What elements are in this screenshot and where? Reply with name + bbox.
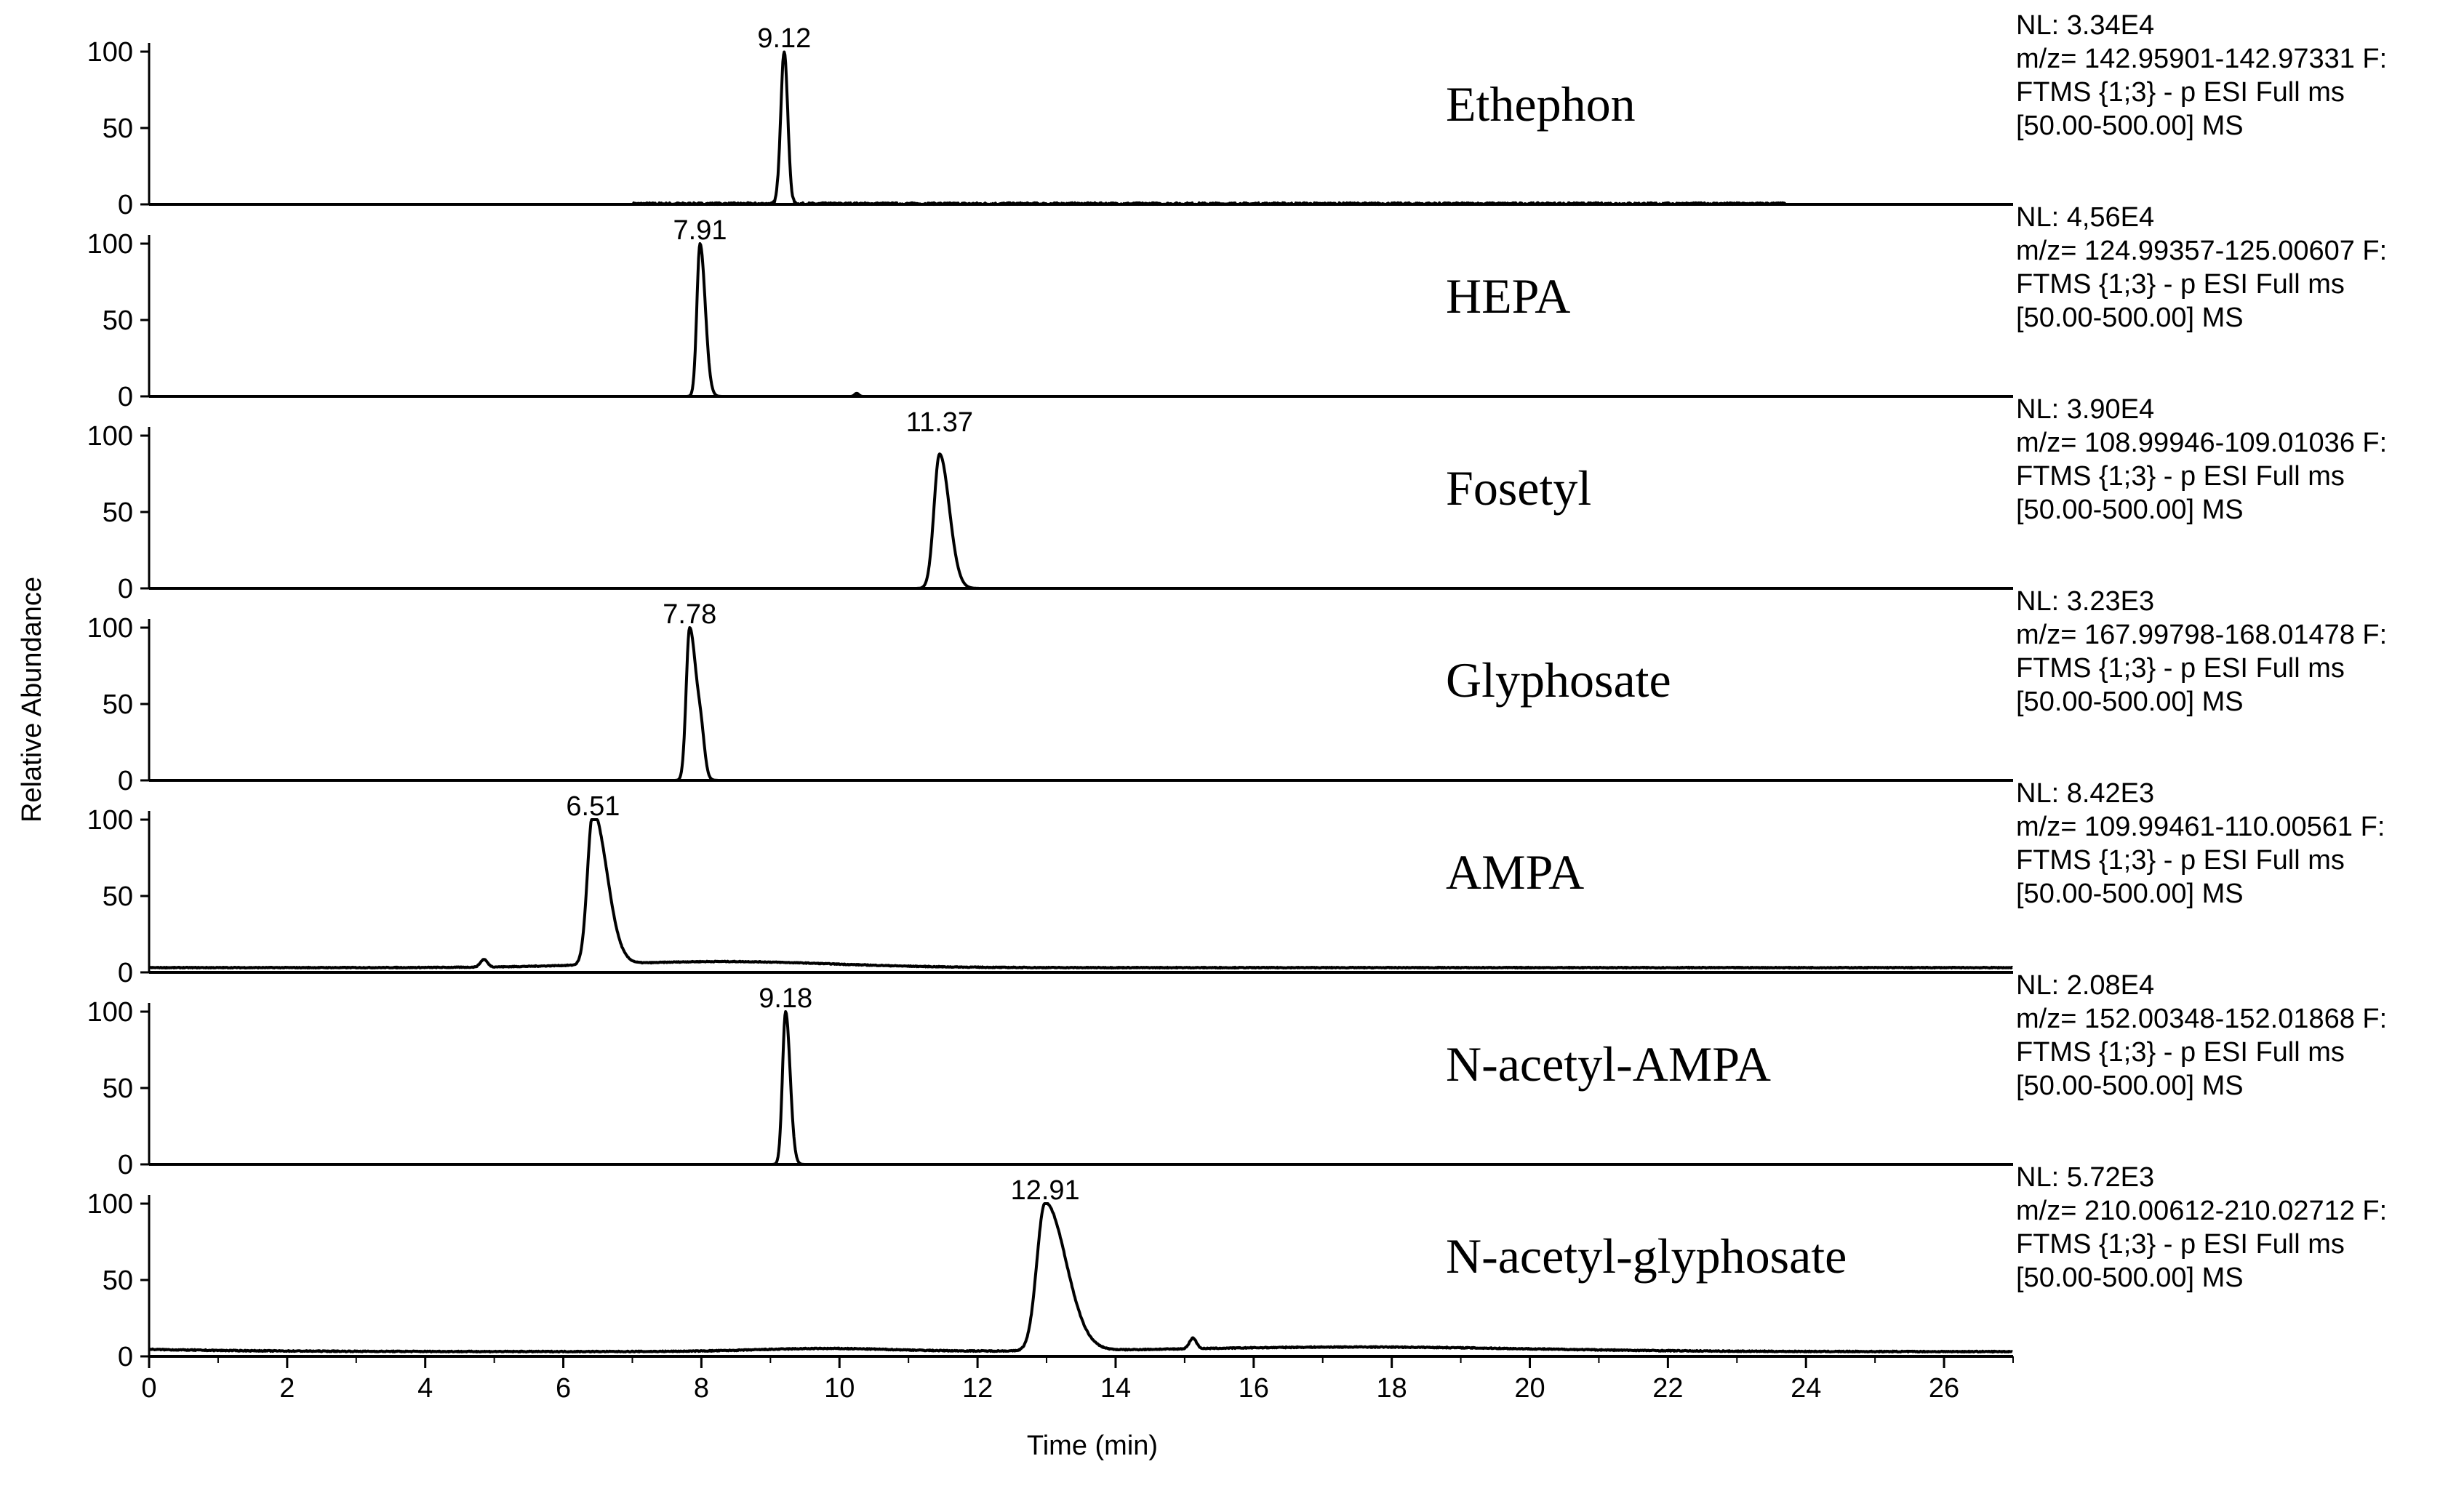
y-tick-label: 100 <box>87 613 133 644</box>
trace-ampa <box>148 818 2014 969</box>
mass-range: [50.00-500.00] MS <box>2016 879 2244 909</box>
y-tick-label: 0 <box>118 1150 133 1180</box>
compound-name: Ethephon <box>1446 76 1636 132</box>
nl-value: NL: 3.34E4 <box>2016 10 2154 41</box>
y-tick-label: 100 <box>87 229 133 260</box>
x-tick-label: 16 <box>1239 1373 1269 1404</box>
y-tick-label: 50 <box>103 497 133 528</box>
y-tick-label: 0 <box>118 382 133 412</box>
peak-label: 11.37 <box>906 407 973 438</box>
y-tick-label: 0 <box>118 1342 133 1372</box>
peak-label: 7.78 <box>663 599 716 630</box>
mz-range: m/z= 142.95901-142.97331 F: <box>2016 44 2387 74</box>
y-tick-label: 0 <box>118 574 133 604</box>
y-tick-label: 100 <box>87 997 133 1028</box>
x-tick-label: 4 <box>417 1373 433 1404</box>
x-tick-label: 8 <box>694 1373 709 1404</box>
y-tick-label: 0 <box>118 190 133 220</box>
mz-range: m/z= 108.99946-109.01036 F: <box>2016 428 2387 458</box>
y-tick-label: 50 <box>103 305 133 336</box>
compound-name: N-acetyl-glyphosate <box>1446 1228 1847 1284</box>
nl-value: NL: 3.90E4 <box>2016 394 2154 425</box>
scan-filter: FTMS {1;3} - p ESI Full ms <box>2016 77 2345 108</box>
x-tick-label: 20 <box>1514 1373 1545 1404</box>
mass-range: [50.00-500.00] MS <box>2016 1263 2244 1293</box>
scan-filter: FTMS {1;3} - p ESI Full ms <box>2016 1229 2345 1260</box>
trace-n-acetyl-glyphosate <box>148 1202 2014 1354</box>
y-tick-label: 0 <box>118 766 133 796</box>
compound-name: AMPA <box>1446 844 1584 900</box>
mass-range: [50.00-500.00] MS <box>2016 303 2244 333</box>
trace-glyphosate <box>148 626 2014 782</box>
trace-fosetyl <box>148 452 2014 590</box>
y-tick-label: 100 <box>87 421 133 452</box>
y-tick-label: 50 <box>103 1265 133 1296</box>
peak-label: 12.91 <box>1011 1175 1080 1206</box>
peak-label: 7.91 <box>673 215 727 246</box>
x-tick-label: 22 <box>1652 1373 1683 1404</box>
mz-range: m/z= 152.00348-152.01868 F: <box>2016 1004 2387 1034</box>
scan-filter: FTMS {1;3} - p ESI Full ms <box>2016 1037 2345 1068</box>
mz-range: m/z= 109.99461-110.00561 F: <box>2016 812 2385 842</box>
mass-range: [50.00-500.00] MS <box>2016 495 2244 525</box>
y-tick-label: 50 <box>103 881 133 912</box>
scan-filter: FTMS {1;3} - p ESI Full ms <box>2016 845 2345 876</box>
y-axis-title: Relative Abundance <box>17 577 47 823</box>
nl-value: NL: 8.42E3 <box>2016 778 2154 809</box>
mz-range: m/z= 124.99357-125.00607 F: <box>2016 236 2387 266</box>
panel-n-acetyl-glyphosate: 0 50 100 12.91 N-acetyl-glyphosate NL: 5.72E3… <box>87 1162 2388 1372</box>
y-tick-label: 100 <box>87 805 133 836</box>
x-tick-label: 6 <box>556 1373 571 1404</box>
x-tick-label: 10 <box>824 1373 855 1404</box>
x-tick-label: 24 <box>1791 1373 1821 1404</box>
trace-hepa <box>148 242 2014 398</box>
compound-name: N-acetyl-AMPA <box>1446 1036 1771 1092</box>
trace-n-acetyl-ampa <box>148 1010 2014 1166</box>
compound-name: HEPA <box>1446 268 1570 324</box>
scan-filter: FTMS {1;3} - p ESI Full ms <box>2016 653 2345 684</box>
x-tick-label: 12 <box>962 1373 993 1404</box>
y-tick-label: 50 <box>103 113 133 144</box>
y-tick-label: 50 <box>103 1073 133 1104</box>
x-axis-title: Time (min) <box>1027 1431 1158 1461</box>
compound-name: Fosetyl <box>1446 460 1591 516</box>
trace-ethephon <box>148 50 2014 206</box>
mass-range: [50.00-500.00] MS <box>2016 687 2244 717</box>
mz-range: m/z= 210.00612-210.02712 F: <box>2016 1196 2387 1226</box>
nl-value: NL: 2.08E4 <box>2016 970 2154 1001</box>
scan-filter: FTMS {1;3} - p ESI Full ms <box>2016 461 2345 492</box>
mass-range: [50.00-500.00] MS <box>2016 1071 2244 1101</box>
nl-value: NL: 3.23E3 <box>2016 586 2154 617</box>
y-tick-label: 0 <box>118 958 133 988</box>
scan-filter: FTMS {1;3} - p ESI Full ms <box>2016 269 2345 300</box>
x-tick-label: 14 <box>1100 1373 1131 1404</box>
peak-label: 6.51 <box>566 791 620 822</box>
nl-value: NL: 5.72E3 <box>2016 1162 2154 1193</box>
peak-label: 9.18 <box>759 983 812 1014</box>
x-tick-label: 2 <box>279 1373 295 1404</box>
compound-name: Glyphosate <box>1446 652 1671 708</box>
peak-label: 9.12 <box>757 23 811 54</box>
x-tick-label: 26 <box>1929 1373 1959 1404</box>
x-tick-label: 18 <box>1377 1373 1407 1404</box>
mz-range: m/z= 167.99798-168.01478 F: <box>2016 620 2387 650</box>
y-tick-label: 100 <box>87 1189 133 1220</box>
mass-range: [50.00-500.00] MS <box>2016 111 2244 141</box>
y-tick-label: 100 <box>87 37 133 68</box>
nl-value: NL: 4,56E4 <box>2016 202 2154 233</box>
x-tick-label: 0 <box>141 1373 156 1404</box>
y-tick-label: 50 <box>103 689 133 720</box>
